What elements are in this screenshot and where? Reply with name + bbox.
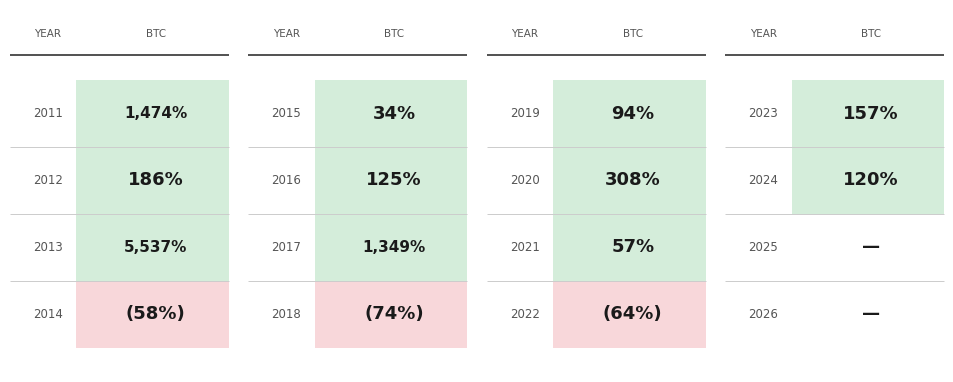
Text: —: —	[862, 238, 880, 256]
Text: 2019: 2019	[509, 107, 539, 120]
Text: 186%: 186%	[128, 172, 183, 189]
Text: YEAR: YEAR	[511, 29, 537, 39]
Text: 94%: 94%	[611, 105, 654, 123]
FancyBboxPatch shape	[553, 281, 705, 348]
Text: 2025: 2025	[747, 241, 778, 254]
FancyBboxPatch shape	[76, 214, 229, 281]
FancyBboxPatch shape	[553, 214, 705, 281]
FancyBboxPatch shape	[314, 80, 467, 147]
Text: 2021: 2021	[509, 241, 539, 254]
Text: 2013: 2013	[32, 241, 63, 254]
Text: 2024: 2024	[747, 174, 778, 187]
FancyBboxPatch shape	[314, 147, 467, 214]
Text: 5,537%: 5,537%	[124, 240, 187, 255]
Text: 308%: 308%	[604, 172, 659, 189]
Text: BTC: BTC	[861, 29, 881, 39]
Text: 2020: 2020	[509, 174, 539, 187]
Text: 2017: 2017	[271, 241, 301, 254]
Text: BTC: BTC	[146, 29, 166, 39]
FancyBboxPatch shape	[76, 281, 229, 348]
Text: YEAR: YEAR	[749, 29, 776, 39]
FancyBboxPatch shape	[314, 214, 467, 281]
Text: 2012: 2012	[32, 174, 63, 187]
Text: 2022: 2022	[509, 308, 539, 321]
Text: (74%): (74%)	[364, 305, 423, 323]
Text: 1,349%: 1,349%	[362, 240, 425, 255]
Text: YEAR: YEAR	[34, 29, 61, 39]
Text: —: —	[862, 305, 880, 323]
Text: 157%: 157%	[842, 105, 898, 123]
Text: 2015: 2015	[271, 107, 301, 120]
Text: 2014: 2014	[32, 308, 63, 321]
Text: BTC: BTC	[384, 29, 404, 39]
Text: (64%): (64%)	[602, 305, 661, 323]
FancyBboxPatch shape	[791, 80, 943, 147]
FancyBboxPatch shape	[76, 80, 229, 147]
Text: 125%: 125%	[366, 172, 421, 189]
Text: 2018: 2018	[271, 308, 301, 321]
Text: BTC: BTC	[622, 29, 642, 39]
Text: YEAR: YEAR	[273, 29, 299, 39]
Text: 2011: 2011	[32, 107, 63, 120]
Text: 1,474%: 1,474%	[124, 106, 187, 121]
FancyBboxPatch shape	[76, 147, 229, 214]
FancyBboxPatch shape	[553, 80, 705, 147]
FancyBboxPatch shape	[553, 147, 705, 214]
Text: 2026: 2026	[747, 308, 778, 321]
FancyBboxPatch shape	[314, 281, 467, 348]
Text: 2023: 2023	[747, 107, 778, 120]
FancyBboxPatch shape	[791, 147, 943, 214]
Text: (58%): (58%)	[126, 305, 186, 323]
Text: 2016: 2016	[271, 174, 301, 187]
Text: 57%: 57%	[611, 238, 654, 256]
Text: 120%: 120%	[842, 172, 898, 189]
Text: 34%: 34%	[373, 105, 416, 123]
